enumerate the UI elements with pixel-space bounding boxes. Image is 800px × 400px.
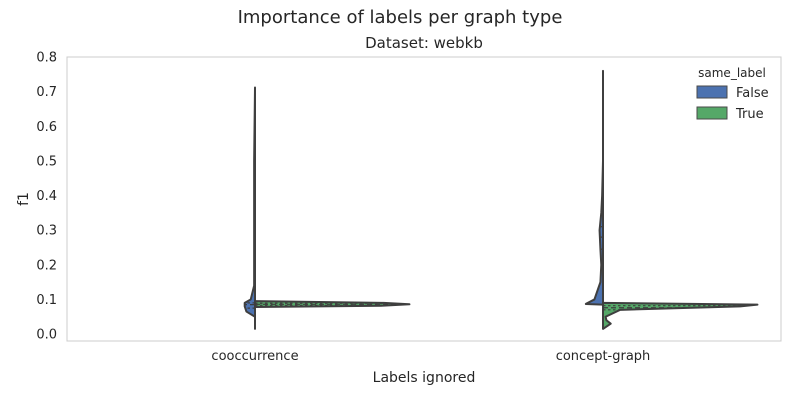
- y-tick-label: 0.6: [36, 120, 57, 135]
- violins-layer: [243, 69, 759, 330]
- x-axis-label: Labels ignored: [373, 370, 476, 386]
- y-tick-label: 0.1: [36, 293, 57, 308]
- y-tick-label: 0.8: [36, 51, 57, 66]
- figure-title: Importance of labels per graph type: [238, 7, 563, 28]
- y-tick-label: 0.7: [36, 85, 57, 100]
- legend-label-false: False: [736, 86, 769, 101]
- y-tick-label: 0.3: [36, 224, 57, 239]
- legend-swatch-false: [696, 85, 728, 99]
- y-tick-label: 0.2: [36, 258, 57, 273]
- y-tick-label: 0.5: [36, 154, 57, 169]
- y-tick-label: 0.0: [36, 328, 57, 343]
- chart-title: Dataset: webkb: [365, 34, 483, 52]
- y-tick-label: 0.4: [36, 189, 57, 204]
- violin-false-concept-graph: [584, 69, 604, 306]
- x-tick-labels: cooccurrence concept-graph: [211, 349, 650, 364]
- legend-label-true: True: [735, 107, 764, 122]
- y-tick-labels: 0.0 0.1 0.2 0.3 0.4 0.5 0.6 0.7 0.8: [36, 51, 57, 343]
- x-tick-label: concept-graph: [556, 349, 651, 364]
- x-tick-label: cooccurrence: [211, 349, 298, 364]
- legend-title: same_label: [698, 66, 766, 80]
- legend-swatch-true: [696, 106, 728, 120]
- legend: same_label False True: [696, 66, 769, 122]
- plot-area: [66, 56, 782, 342]
- y-axis-label: f1: [16, 192, 32, 206]
